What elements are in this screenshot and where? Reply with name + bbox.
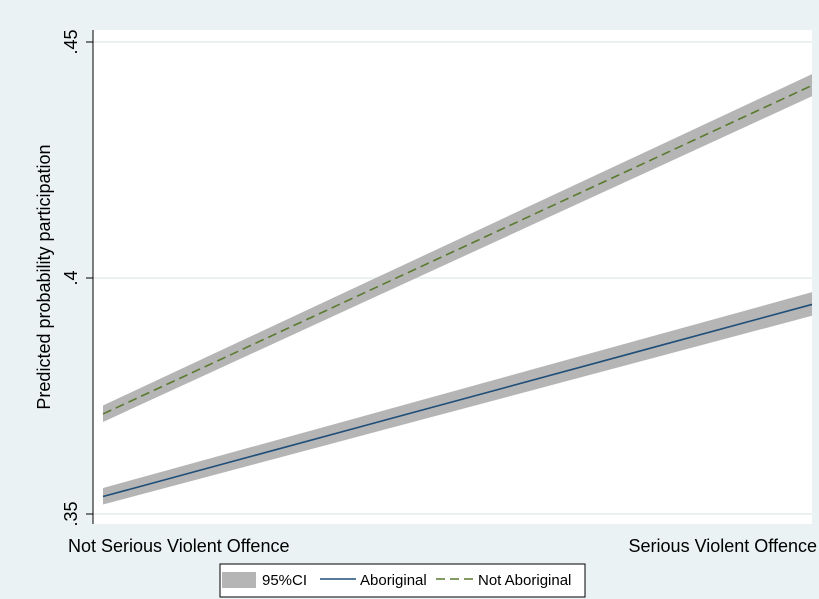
series-lines bbox=[102, 84, 813, 498]
legend-label-aboriginal: Aboriginal bbox=[360, 572, 427, 589]
legend: 95%CI Aboriginal Not Aboriginal bbox=[219, 563, 586, 598]
y-tick-label: .4 bbox=[61, 270, 81, 285]
legend-label-not-aboriginal: Not Aboriginal bbox=[478, 572, 571, 589]
series-line-not-aboriginal bbox=[102, 84, 813, 415]
grid-lines bbox=[93, 41, 812, 515]
x-ticks: Not Serious Violent Offence Serious Viole… bbox=[68, 536, 817, 556]
x-tick-label: Not Serious Violent Offence bbox=[68, 536, 289, 556]
plot-area bbox=[93, 30, 812, 524]
ci-bands bbox=[103, 74, 812, 505]
y-ticks: .35 .4 .45 bbox=[61, 29, 93, 527]
legend-label-ci: 95%CI bbox=[262, 572, 307, 589]
legend-swatch-ci bbox=[222, 572, 256, 588]
y-tick-label: .45 bbox=[61, 29, 81, 54]
y-tick-label: .35 bbox=[61, 501, 81, 526]
x-tick-label: Serious Violent Offence bbox=[629, 536, 817, 556]
ci-band-aboriginal bbox=[103, 292, 812, 505]
y-axis-label: Predicted probability participation bbox=[34, 144, 54, 409]
series-line-aboriginal bbox=[102, 303, 813, 498]
legend-box bbox=[219, 563, 586, 598]
ci-band-not-aboriginal bbox=[103, 74, 812, 422]
